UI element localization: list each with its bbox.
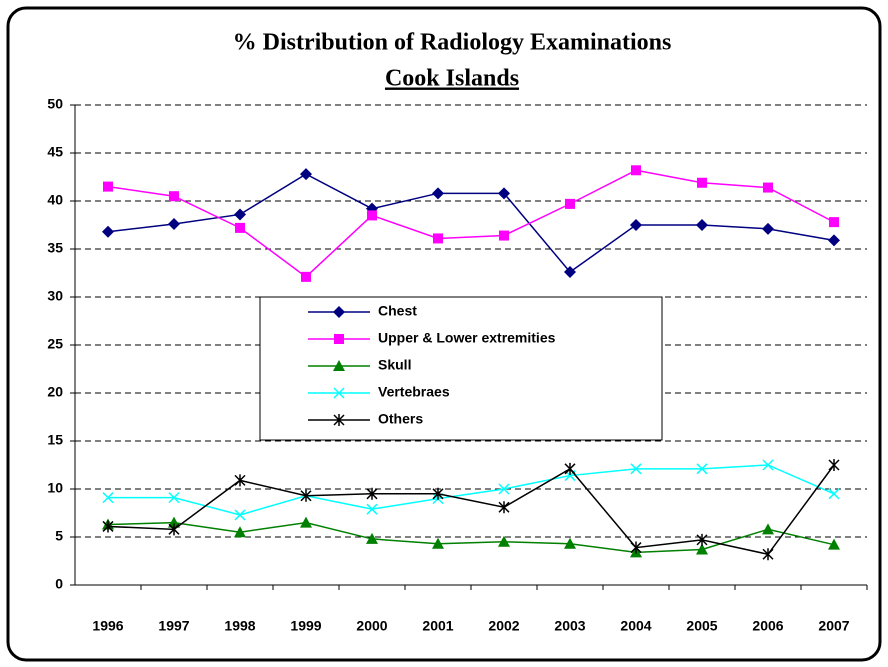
- data-point: [366, 532, 378, 544]
- legend-marker: [333, 414, 345, 426]
- data-point: [565, 198, 575, 209]
- data-point: [498, 187, 510, 200]
- series-line: [107, 521, 835, 554]
- data-point: [366, 503, 378, 515]
- data-point: [102, 225, 114, 238]
- data-point: [433, 233, 443, 244]
- data-point: [103, 181, 113, 192]
- legend-label: Vertebraes: [378, 384, 450, 400]
- data-point: [829, 217, 839, 228]
- x-tick-label: 2003: [554, 618, 585, 634]
- data-point: [696, 543, 708, 555]
- x-tick-label: 2007: [818, 618, 849, 634]
- x-tick-label: 1999: [290, 618, 321, 634]
- data-point: [828, 488, 840, 500]
- legend-marker: [333, 360, 345, 371]
- series-line: [107, 464, 835, 556]
- y-tick-label: 5: [55, 528, 63, 544]
- y-tick-label: 20: [47, 384, 63, 400]
- legend-marker: [333, 306, 345, 318]
- data-point: [696, 219, 708, 231]
- data-point: [564, 266, 576, 279]
- legend-marker: [334, 334, 344, 344]
- data-point: [168, 516, 180, 528]
- data-point: [301, 271, 311, 282]
- data-point: [564, 537, 576, 549]
- legend-label: Upper & Lower extremities: [378, 330, 556, 346]
- data-point: [300, 168, 312, 181]
- legend-label: Skull: [378, 357, 411, 373]
- data-point: [630, 463, 642, 475]
- y-tick-label: 50: [47, 96, 63, 112]
- y-tick-label: 45: [47, 144, 63, 160]
- data-point: [234, 474, 246, 487]
- data-point: [630, 541, 642, 554]
- data-point: [762, 523, 774, 535]
- data-point: [564, 462, 576, 475]
- data-point: [697, 177, 707, 188]
- data-point: [828, 459, 840, 471]
- series-line: [107, 169, 835, 278]
- x-tick-label: 2004: [620, 618, 651, 634]
- legend-marker: [333, 387, 345, 399]
- x-tick-label: 1998: [224, 618, 255, 634]
- chart-title: % Distribution of Radiology Examinations: [233, 30, 672, 56]
- series-line: [108, 464, 835, 516]
- data-point: [168, 523, 180, 536]
- data-point: [235, 222, 245, 233]
- data-point: [762, 459, 774, 471]
- data-point: [102, 520, 114, 533]
- data-point: [696, 533, 708, 546]
- data-point: [828, 538, 840, 550]
- data-point: [762, 222, 774, 235]
- x-tick-label: 2002: [488, 618, 519, 634]
- data-point: [102, 492, 114, 504]
- data-point: [828, 234, 840, 247]
- data-point: [234, 526, 246, 538]
- data-point: [498, 501, 510, 514]
- data-point: [234, 208, 246, 221]
- x-tick-label: 2006: [752, 618, 783, 634]
- data-point: [432, 487, 444, 500]
- y-tick-label: 40: [47, 192, 63, 208]
- data-point: [696, 463, 708, 475]
- data-point: [366, 487, 378, 500]
- y-tick-label: 10: [47, 480, 63, 496]
- data-point: [762, 548, 774, 561]
- data-point: [498, 483, 510, 495]
- data-point: [498, 535, 510, 547]
- data-point: [432, 187, 444, 200]
- legend-label: Others: [378, 411, 423, 427]
- data-point: [367, 210, 377, 221]
- data-point: [300, 516, 312, 528]
- legend-box: [259, 296, 663, 441]
- series-line: [107, 173, 835, 274]
- x-tick-label: 1996: [92, 618, 123, 634]
- data-point: [630, 219, 642, 231]
- data-point: [432, 537, 444, 549]
- data-point: [169, 191, 179, 202]
- data-point: [234, 509, 246, 521]
- data-point: [300, 489, 312, 502]
- data-point: [763, 182, 773, 193]
- chart-subtitle: Cook Islands: [385, 66, 519, 92]
- data-point: [631, 165, 641, 176]
- x-tick-label: 2001: [422, 618, 453, 634]
- y-tick-label: 15: [47, 432, 63, 448]
- data-point: [168, 492, 180, 504]
- y-tick-label: 0: [55, 576, 63, 592]
- y-tick-label: 25: [47, 336, 63, 352]
- y-tick-label: 30: [47, 288, 63, 304]
- data-point: [168, 218, 180, 231]
- legend-label: Chest: [378, 303, 417, 319]
- x-tick-label: 2005: [686, 618, 717, 634]
- y-tick-label: 35: [47, 240, 63, 256]
- x-tick-label: 2000: [356, 618, 387, 634]
- data-point: [499, 230, 509, 241]
- x-tick-label: 1997: [158, 618, 189, 634]
